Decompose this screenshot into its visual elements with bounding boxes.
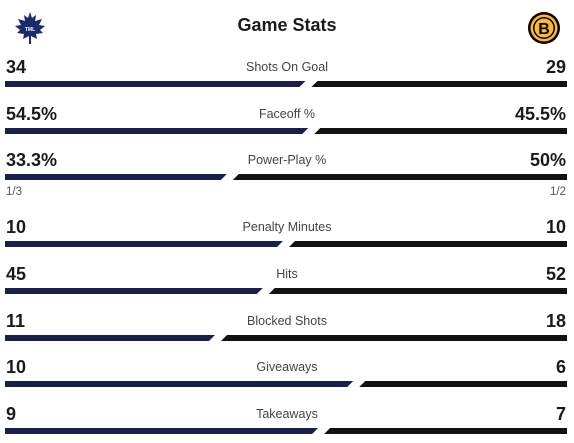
stat-comparison-bar	[5, 335, 567, 341]
away-share-bar	[5, 241, 283, 247]
stat-label: Blocked Shots	[247, 314, 327, 328]
away-stat-detail: 1/3	[6, 186, 22, 198]
away-stat-value: 9	[6, 404, 17, 424]
home-stat-value: 18	[545, 311, 566, 331]
stat-label: Hits	[276, 267, 298, 281]
stat-label: Takeaways	[256, 407, 318, 421]
stat-comparison-bar	[5, 241, 567, 247]
away-stat-value: 10	[6, 357, 27, 377]
home-share-bar	[220, 335, 567, 341]
away-share-bar	[5, 428, 319, 434]
stat-label: Faceoff %	[258, 107, 316, 121]
home-share-bar	[311, 81, 567, 87]
maple-leaf-icon: TML	[15, 12, 45, 44]
away-share-bar	[5, 81, 306, 87]
home-share-bar	[289, 241, 567, 247]
away-stat-value: 34	[6, 57, 27, 77]
stat-comparison-bar	[5, 428, 567, 434]
stat-comparison-bar	[5, 128, 567, 134]
away-share-bar	[5, 174, 227, 180]
bruins-b-icon: B	[528, 12, 560, 44]
home-stat-value: 10	[545, 217, 566, 237]
svg-text:TML: TML	[25, 27, 35, 33]
stat-comparison-bar	[5, 81, 567, 87]
away-stat-value: 33.3%	[6, 150, 58, 170]
home-stat-detail: 1/2	[550, 186, 566, 198]
home-stat-value: 6	[555, 357, 566, 377]
home-share-bar	[359, 381, 567, 387]
stat-comparison-bar	[5, 174, 567, 180]
away-share-bar	[5, 288, 263, 294]
home-share-bar	[232, 174, 567, 180]
home-stat-value: 45.5%	[514, 104, 566, 124]
away-share-bar	[5, 381, 354, 387]
stat-label: Shots On Goal	[246, 60, 328, 74]
home-stat-value: 7	[555, 404, 566, 424]
stat-comparison-bar	[5, 288, 567, 294]
home-stat-value: 29	[545, 57, 566, 77]
page-title: Game Stats	[237, 15, 337, 35]
home-share-bar	[314, 128, 567, 134]
home-stat-value: 52	[545, 264, 566, 284]
stat-label: Penalty Minutes	[242, 220, 332, 234]
stat-label: Power-Play %	[247, 153, 327, 167]
svg-text:B: B	[538, 21, 550, 38]
away-stat-value: 45	[6, 264, 27, 284]
away-stat-value: 54.5%	[6, 104, 58, 124]
game-stats-header: TML Game Stats B	[0, 0, 574, 52]
stat-label: Giveaways	[256, 360, 318, 374]
home-stat-value: 50%	[529, 150, 566, 170]
away-share-bar	[5, 335, 215, 341]
away-share-bar	[5, 128, 309, 134]
away-stat-value: 10	[6, 217, 27, 237]
stat-comparison-bar	[5, 381, 567, 387]
home-share-bar	[324, 428, 567, 434]
home-share-bar	[268, 288, 567, 294]
away-stat-value: 11	[6, 311, 26, 331]
